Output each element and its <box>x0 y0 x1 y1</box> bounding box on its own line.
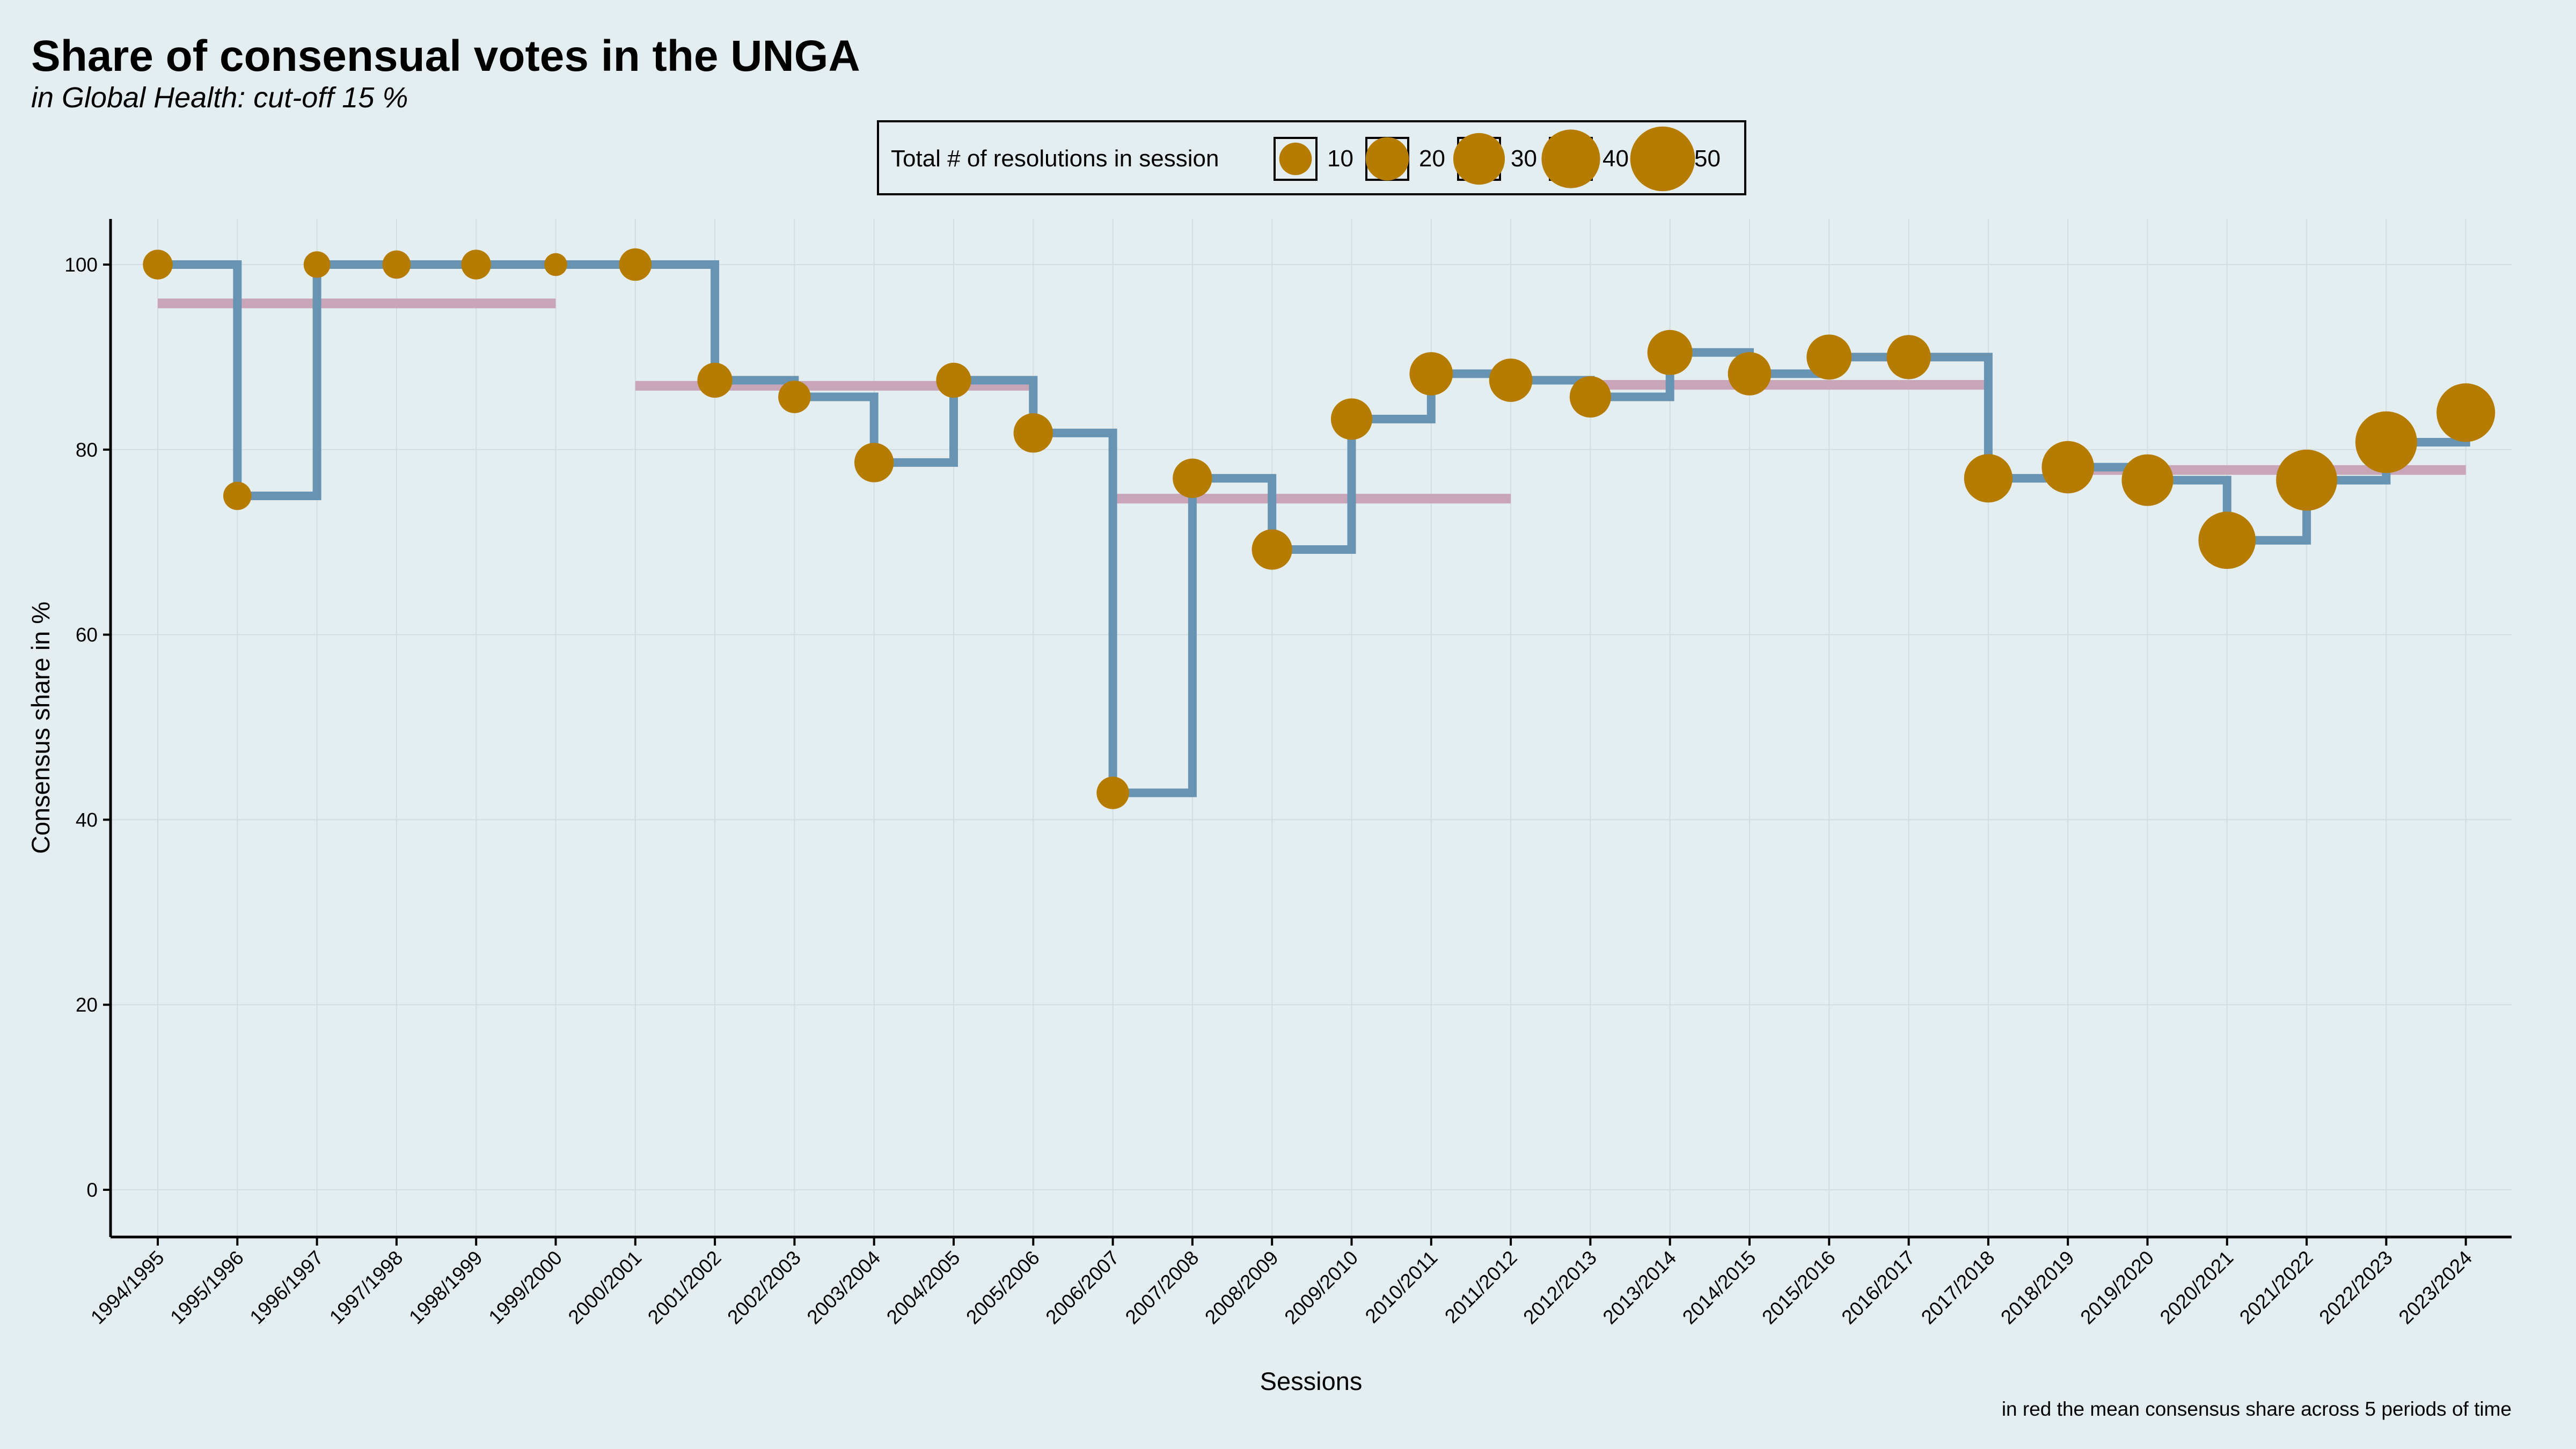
data-point <box>143 250 173 280</box>
x-tick-label: 2022/2023 <box>2315 1247 2397 1329</box>
x-tick-label: 2009/2010 <box>1280 1247 1362 1329</box>
legend-key-label: 50 <box>1694 145 1721 172</box>
data-point <box>1096 777 1129 809</box>
legend-key-point <box>1365 137 1409 181</box>
data-point <box>1728 352 1772 396</box>
y-axis-ticks: 0 20 40 60 80 100 <box>64 254 111 1201</box>
y-axis-title: Consensus share in % <box>26 602 55 854</box>
x-tick-label: 1998/1999 <box>405 1247 487 1329</box>
data-point <box>697 362 733 398</box>
data-point <box>1964 454 2013 503</box>
legend-key-label: 40 <box>1602 145 1629 172</box>
data-point <box>1252 529 1292 570</box>
data-point <box>2276 449 2338 511</box>
x-tick-label: 2018/2019 <box>1996 1247 2079 1329</box>
data-points <box>143 248 2496 809</box>
x-tick-label: 2014/2015 <box>1678 1247 1760 1329</box>
data-point <box>2436 383 2496 442</box>
legend-key-point <box>1453 133 1505 185</box>
x-tick-label: 2007/2008 <box>1121 1247 1203 1329</box>
x-tick-label: 2021/2022 <box>2235 1247 2317 1329</box>
x-tick-label: 2013/2014 <box>1599 1247 1681 1329</box>
chart-title: Share of consensual votes in the UNGA <box>31 32 860 80</box>
x-tick-label: 2017/2018 <box>1917 1247 1999 1329</box>
x-tick-label: 2008/2009 <box>1201 1247 1283 1329</box>
x-tick-label: 2011/2012 <box>1440 1247 1521 1328</box>
x-axis-ticks: 1994/19951995/19961996/19971997/19981998… <box>86 1237 2476 1328</box>
data-point <box>1806 334 1852 380</box>
data-point <box>619 248 652 281</box>
x-tick-label: 2010/2011 <box>1361 1247 1442 1328</box>
x-tick-label: 2012/2013 <box>1519 1247 1601 1329</box>
x-tick-label: 2023/2024 <box>2395 1247 2477 1329</box>
data-point <box>1173 458 1212 498</box>
legend-key-point <box>1630 126 1695 192</box>
data-point <box>223 481 252 510</box>
x-tick-label: 1996/1997 <box>246 1247 328 1329</box>
data-point <box>2198 511 2256 569</box>
x-tick-label: 1994/1995 <box>86 1247 169 1329</box>
y-tick-label: 40 <box>76 809 98 831</box>
legend-key-point <box>1279 142 1312 175</box>
data-point <box>2041 441 2094 494</box>
legend-title: Total # of resolutions in session <box>891 145 1219 172</box>
x-tick-label: 2016/2017 <box>1838 1247 1920 1329</box>
x-tick-label: 1997/1998 <box>325 1247 407 1329</box>
x-tick-label: 2001/2002 <box>643 1247 726 1329</box>
legend-key-label: 10 <box>1327 145 1353 172</box>
y-tick-label: 0 <box>86 1179 98 1201</box>
legend-key-label: 30 <box>1511 145 1537 172</box>
data-point <box>303 251 331 278</box>
legend-key-point <box>1541 129 1600 188</box>
data-point <box>778 380 811 413</box>
x-tick-label: 2005/2006 <box>962 1247 1044 1329</box>
data-point <box>461 250 491 280</box>
data-point <box>854 443 894 482</box>
legend-key-label: 20 <box>1419 145 1445 172</box>
data-point <box>2355 411 2417 473</box>
data-point <box>1409 352 1453 396</box>
y-tick-label: 60 <box>76 624 98 646</box>
x-tick-label: 2015/2016 <box>1758 1247 1840 1329</box>
data-point <box>1886 335 1931 379</box>
x-tick-label: 2002/2003 <box>723 1247 805 1329</box>
x-tick-label: 2020/2021 <box>2156 1247 2238 1329</box>
data-point <box>1330 398 1373 440</box>
chart-subtitle: in Global Health: cut-off 15 % <box>31 82 408 114</box>
x-tick-label: 2003/2004 <box>803 1247 885 1329</box>
caption: in red the mean consensus share across 5… <box>2002 1398 2512 1420</box>
data-point <box>1013 413 1053 453</box>
data-point <box>1569 376 1611 418</box>
x-axis-title: Sessions <box>1260 1367 1363 1395</box>
data-point <box>1647 330 1693 375</box>
x-tick-label: 1995/1996 <box>166 1247 248 1329</box>
data-point <box>544 253 567 276</box>
x-tick-label: 2019/2020 <box>2076 1247 2158 1329</box>
legend-key-box <box>1274 137 1318 181</box>
y-tick-label: 20 <box>76 994 98 1016</box>
legend: Total # of resolutions in session 10 20 30… <box>877 120 1746 195</box>
data-point <box>936 362 971 398</box>
x-tick-label: 2000/2001 <box>564 1247 646 1329</box>
y-tick-label: 80 <box>76 439 98 461</box>
x-tick-label: 2006/2007 <box>1042 1247 1124 1329</box>
x-tick-label: 1999/2000 <box>484 1247 566 1329</box>
data-point <box>2121 454 2174 506</box>
data-point <box>382 250 411 279</box>
series-line <box>158 260 2470 797</box>
y-tick-label: 100 <box>64 254 98 276</box>
grid <box>111 219 2512 1237</box>
data-point <box>1489 358 1533 402</box>
x-tick-label: 2004/2005 <box>882 1247 964 1329</box>
